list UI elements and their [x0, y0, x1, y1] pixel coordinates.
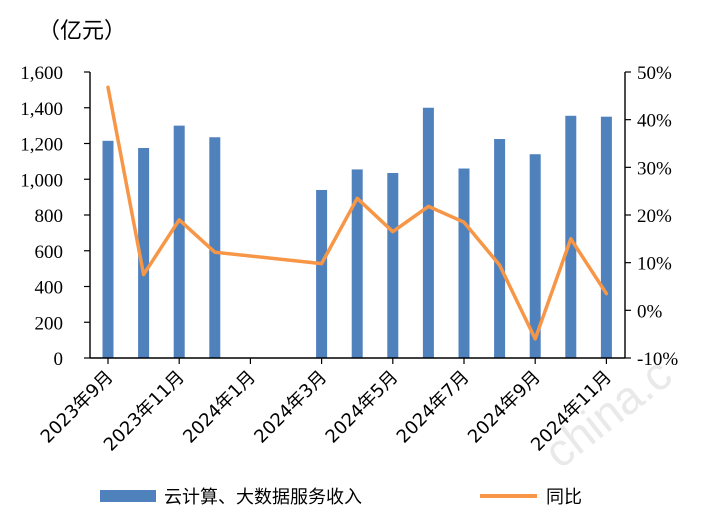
- bar-series: [102, 107, 612, 358]
- left-tick-label: 400: [35, 278, 64, 299]
- bar: [387, 172, 399, 358]
- bar: [173, 125, 185, 358]
- bar: [458, 168, 470, 358]
- right-tick-label: 10%: [637, 254, 672, 275]
- right-tick-label: 20%: [637, 206, 672, 227]
- x-axis-ticks: 2023年9月2023年11月2024年1月2024年3月2024年5月2024…: [37, 358, 616, 456]
- bar: [494, 139, 506, 358]
- bar: [600, 116, 612, 358]
- legend-bar-label: 云计算、大数据服务收入: [164, 487, 362, 508]
- bar: [529, 154, 541, 358]
- bar: [138, 147, 150, 358]
- right-tick-label: 40%: [637, 111, 672, 132]
- right-tick-label: 50%: [637, 63, 672, 84]
- bar: [565, 115, 577, 358]
- left-tick-label: 200: [35, 313, 64, 334]
- right-axis-ticks: -10% 0% 10% 20% 30% 40% 50%: [625, 63, 678, 370]
- right-tick-label: 30%: [637, 158, 672, 179]
- bar: [209, 137, 221, 358]
- bar: [422, 107, 434, 358]
- left-tick-label: 1,400: [20, 99, 63, 120]
- legend: 云计算、大数据服务收入 同比: [100, 487, 582, 508]
- left-axis-unit-label: （亿元）: [38, 19, 126, 44]
- yoy-line: [106, 85, 609, 341]
- x-tick-label: 2024年5月: [322, 367, 403, 448]
- left-tick-label: 1,600: [20, 63, 63, 84]
- left-axis-ticks: 0 200 400 600 800 1,000 1,200 1,400 1,600: [20, 63, 90, 370]
- x-tick-label: 2024年1月: [179, 367, 260, 448]
- x-tick-label: 2024年7月: [393, 367, 474, 448]
- bar: [102, 140, 114, 358]
- legend-line-label: 同比: [546, 487, 582, 508]
- right-tick-label: 0%: [637, 301, 663, 322]
- bar: [316, 189, 328, 358]
- left-tick-label: 1,000: [20, 170, 63, 191]
- left-tick-label: 1,200: [20, 135, 63, 156]
- left-tick-label: 800: [35, 206, 64, 227]
- right-tick-label: -10%: [637, 349, 678, 370]
- legend-bar-swatch: [100, 490, 156, 502]
- x-tick-label: 2024年3月: [250, 367, 331, 448]
- left-tick-label: 0: [54, 349, 64, 370]
- left-tick-label: 600: [35, 242, 64, 263]
- bar: [351, 169, 363, 358]
